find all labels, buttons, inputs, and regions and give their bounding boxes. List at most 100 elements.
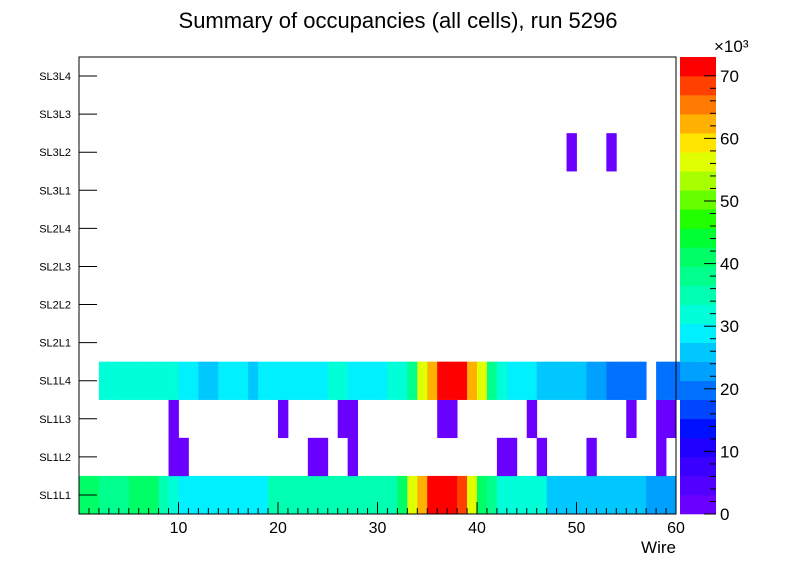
color-scale-swatch [680,380,716,401]
heatmap-cell [457,475,468,515]
x-tick-label: 40 [468,520,486,537]
color-scale-swatch [680,456,716,477]
heatmap-cell [566,475,577,515]
heatmap-cell [556,361,567,400]
color-scale-swatch [680,171,716,191]
chart-title: Summary of occupancies (all cells), run … [179,8,618,33]
heatmap-cell [387,361,398,400]
heatmap-cell [656,399,667,439]
heatmap-cell [337,399,349,439]
heatmap-cell [666,475,677,515]
heatmap-cell [347,361,358,400]
heatmap-cell [138,361,150,400]
heatmap-cell [168,437,179,477]
heatmap-cell [188,475,199,515]
x-axis-title: Wire [641,538,676,557]
heatmap-cell [327,361,339,400]
color-scale-swatch [680,152,716,172]
heatmap-cell [606,361,617,400]
heatmap-cell [626,399,637,439]
heatmap-cell [188,361,199,400]
heatmap-cell [168,361,179,400]
heatmap-cell [377,475,388,515]
heatmap-cell [138,475,150,515]
heatmap-cell [198,361,209,400]
heatmap-cell [178,437,189,477]
heatmap-cell [387,475,398,515]
color-scale-swatch [680,437,716,458]
x-tick-label: 30 [369,520,387,537]
heatmap-cell [656,437,667,477]
heatmap-cell [656,361,667,400]
color-scale-swatch [680,342,716,362]
heatmap-cell [417,361,428,400]
y-tick-label: SL1L1 [39,490,71,502]
y-tick-label: SL2L2 [39,300,71,312]
heatmap-cell [98,361,110,400]
heatmap-cell [278,475,289,515]
heatmap-cell [367,475,378,515]
heatmap-cell [526,361,538,400]
heatmap-cell [118,475,130,515]
heatmap-cells [79,133,697,515]
heatmap-cell [556,475,567,515]
heatmap-cell [128,361,140,400]
heatmap-cell [546,361,557,400]
heatmap-cell [218,475,229,515]
heatmap-cell [297,475,309,515]
heatmap-cell [397,361,408,400]
heatmap-cell [287,361,299,400]
heatmap-cell [447,361,458,400]
heatmap-cell [506,475,518,515]
x-tick-label: 10 [170,520,188,537]
heatmap-cell [427,361,438,400]
heatmap-cell [118,361,130,400]
heatmap-cell [287,475,299,515]
heatmap-cell [417,475,428,515]
y-tick-label: SL3L4 [39,71,71,83]
y-axis: SL1L1 SL1L2 SL1L3 SL1L4 SL2L1 SL2L2 SL2L3 SL2L4… [39,71,97,502]
heatmap-cell [168,475,179,515]
heatmap-cell [457,361,468,400]
heatmap-cell [586,437,597,477]
heatmap-cell [158,475,169,515]
heatmap-cell [526,475,538,515]
color-scale-swatch [680,247,716,267]
color-scale-swatch [680,95,716,115]
heatmap-cell [636,475,647,515]
heatmap-cell [297,361,309,400]
heatmap-cell [437,399,448,439]
heatmap-cell [467,475,478,515]
heatmap-cell [516,361,528,400]
heatmap-cell [576,475,587,515]
heatmap-cell [636,361,647,400]
color-scale-swatch [680,190,716,210]
heatmap-cell [278,399,289,439]
heatmap-cell [486,361,498,400]
heatmap-cell [168,399,179,439]
heatmap-cell [447,399,458,439]
color-scale-swatch [680,76,716,96]
heatmap-cell [337,361,349,400]
heatmap-cell [258,475,269,515]
heatmap-cell [377,361,388,400]
heatmap-cell [208,475,219,515]
heatmap-cell [327,475,339,515]
heatmap-cell [148,361,159,400]
heatmap-cell [536,437,548,477]
heatmap-cell [108,361,120,400]
heatmap-cell [307,361,319,400]
heatmap-cell [208,361,219,400]
heatmap-cell [307,437,319,477]
y-tick-label: SL2L4 [39,223,71,235]
heatmap-cell [626,475,637,515]
heatmap-cell [496,475,508,515]
color-scale-swatch [680,494,716,515]
heatmap-cell [596,475,607,515]
heatmap-cell [238,475,249,515]
heatmap-cell [128,475,140,515]
heatmap-cell [228,475,239,515]
heatmap-cell [397,475,408,515]
color-scale-swatch [680,361,716,382]
heatmap-cell [526,399,538,439]
